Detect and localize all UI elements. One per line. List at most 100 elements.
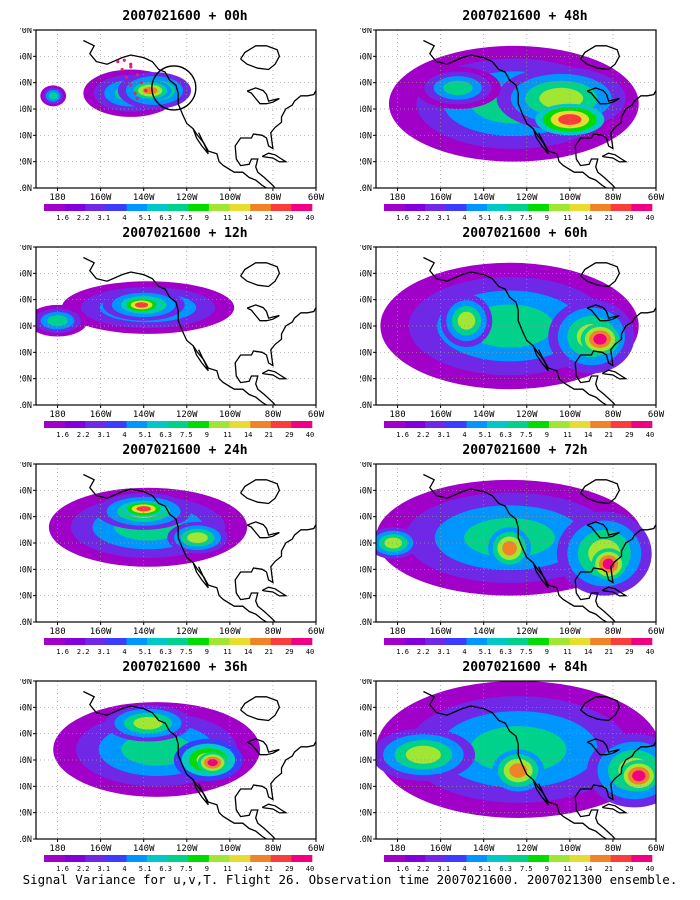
colorbar-label: 9 — [545, 865, 549, 873]
colorbar-label: 40 — [306, 431, 314, 439]
lat-tick-label: 30N — [20, 348, 32, 358]
colorbar-label: 3.1 — [97, 214, 110, 222]
panel-title: 2007021600 + 12h — [122, 226, 248, 241]
observation-point — [120, 67, 124, 72]
colorbar-swatch — [44, 421, 65, 428]
colorbar-swatch — [270, 638, 292, 645]
colorbar-label: 7.5 — [180, 648, 193, 656]
observation-point — [116, 60, 120, 64]
lon-tick-label: 60W — [308, 410, 325, 420]
lat-tick-label: 40N — [20, 756, 32, 766]
observation-point — [129, 65, 133, 69]
coastline — [83, 473, 316, 622]
colorbar-swatch — [291, 204, 313, 211]
colorbar-label: 11 — [563, 431, 571, 439]
map-gridlines — [376, 247, 656, 405]
lat-tick-label: 40N — [360, 105, 372, 115]
lat-tick-label: 50N — [360, 296, 372, 306]
colorbar-swatch — [548, 421, 570, 428]
colorbar-label: 40 — [646, 865, 654, 873]
variance-contour — [502, 541, 517, 556]
panel-title: 2007021600 + 84h — [462, 660, 588, 675]
colorbar-label: 2.2 — [77, 431, 90, 439]
colorbar-label: 1.6 — [56, 648, 69, 656]
colorbar: 1.6 2.2 3.1 4 5.1 6.3 7.5 9 11 14 21 29 40 — [44, 421, 314, 439]
map-panel-60h: 10N 20N 30N 40N 50N 60N 70N 180 160W 140W 120W 100W… — [360, 245, 665, 439]
colorbar: 1.6 2.2 3.1 4 5.1 6.3 7.5 9 11 14 21 29 40 — [44, 855, 314, 873]
colorbar-label: 14 — [584, 431, 592, 439]
colorbar-swatch — [167, 204, 189, 211]
map-gridlines — [36, 30, 316, 188]
colorbar-label: 14 — [584, 648, 592, 656]
colorbar-label: 4 — [462, 431, 466, 439]
colorbar-label: 9 — [545, 214, 549, 222]
panel-60h: 2007021600 + 60h 10N 20N 30N 40N 50N 60N 70N 18… — [360, 225, 690, 440]
colorbar-label: 2.2 — [417, 214, 430, 222]
colorbar-label: 6.3 — [499, 648, 512, 656]
variance-contour — [558, 114, 582, 125]
lon-tick-label: 100W — [559, 844, 581, 854]
colorbar-swatch — [250, 638, 272, 645]
colorbar-swatch — [85, 421, 107, 428]
colorbar-swatch — [105, 421, 127, 428]
colorbar: 1.6 2.2 3.1 4 5.1 6.3 7.5 9 11 14 21 29 40 — [384, 204, 654, 222]
colorbar-swatch — [590, 421, 612, 428]
colorbar-swatch — [466, 204, 488, 211]
colorbar-swatch — [569, 204, 591, 211]
colorbar-label: 6.3 — [159, 865, 172, 873]
lon-tick-label: 60W — [308, 844, 325, 854]
lat-tick-label: 40N — [20, 539, 32, 549]
colorbar-label: 2.2 — [77, 214, 90, 222]
lat-tick-label: 60N — [20, 269, 32, 279]
colorbar-swatch — [487, 638, 508, 645]
lat-tick-label: 10N — [20, 835, 32, 845]
colorbar-label: 9 — [545, 648, 549, 656]
lon-tick-label: 80W — [605, 410, 622, 420]
lat-tick-label: 40N — [20, 105, 32, 115]
colorbar-label: 14 — [244, 431, 252, 439]
colorbar-label: 4 — [122, 214, 126, 222]
colorbar-label: 21 — [605, 865, 613, 873]
lon-tick-label: 100W — [219, 193, 241, 203]
lat-tick-label: 40N — [360, 322, 372, 332]
lon-tick-label: 80W — [605, 844, 622, 854]
colorbar-swatch — [404, 421, 426, 428]
lat-tick-label: 30N — [20, 782, 32, 792]
colorbar-label: 21 — [265, 865, 273, 873]
lat-tick-label: 60N — [360, 703, 372, 713]
lat-tick-label: 40N — [20, 322, 32, 332]
colorbar-label: 3.1 — [97, 431, 110, 439]
colorbar-swatch — [610, 204, 632, 211]
variance-contour — [593, 333, 607, 345]
lon-tick-label: 120W — [176, 193, 198, 203]
colorbar-label: 11 — [563, 214, 571, 222]
lon-tick-label: 80W — [265, 627, 282, 637]
lat-tick-label: 20N — [20, 809, 32, 819]
lon-tick-label: 120W — [516, 410, 538, 420]
map-gridlines — [36, 247, 316, 405]
colorbar-swatch — [569, 638, 591, 645]
colorbar: 1.6 2.2 3.1 4 5.1 6.3 7.5 9 11 14 21 29 40 — [384, 421, 654, 439]
colorbar-swatch — [126, 855, 148, 862]
lat-tick-label: 70N — [20, 679, 32, 687]
lat-tick-label: 10N — [360, 618, 372, 628]
colorbar-label: 4 — [122, 431, 126, 439]
colorbar-label: 11 — [223, 648, 231, 656]
coastline — [423, 690, 656, 839]
colorbar-label: 4 — [462, 648, 466, 656]
colorbar-label: 21 — [265, 648, 273, 656]
target-circle — [151, 65, 197, 111]
colorbar-label: 40 — [646, 431, 654, 439]
lon-tick-label: 100W — [559, 410, 581, 420]
colorbar-label: 5.1 — [139, 865, 152, 873]
colorbar-swatch — [548, 638, 570, 645]
map-panel-00h: 10N 20N 30N 40N 50N 60N 70N 180 160W 140W 120W 100W… — [20, 28, 325, 222]
colorbar-label: 7.5 — [180, 865, 193, 873]
colorbar-label: 14 — [584, 214, 592, 222]
lon-tick-label: 180 — [389, 410, 405, 420]
lat-tick-label: 10N — [20, 184, 32, 194]
colorbar-swatch — [404, 204, 426, 211]
colorbar-label: 29 — [285, 214, 293, 222]
colorbar-swatch — [105, 638, 127, 645]
colorbar-swatch — [270, 421, 292, 428]
